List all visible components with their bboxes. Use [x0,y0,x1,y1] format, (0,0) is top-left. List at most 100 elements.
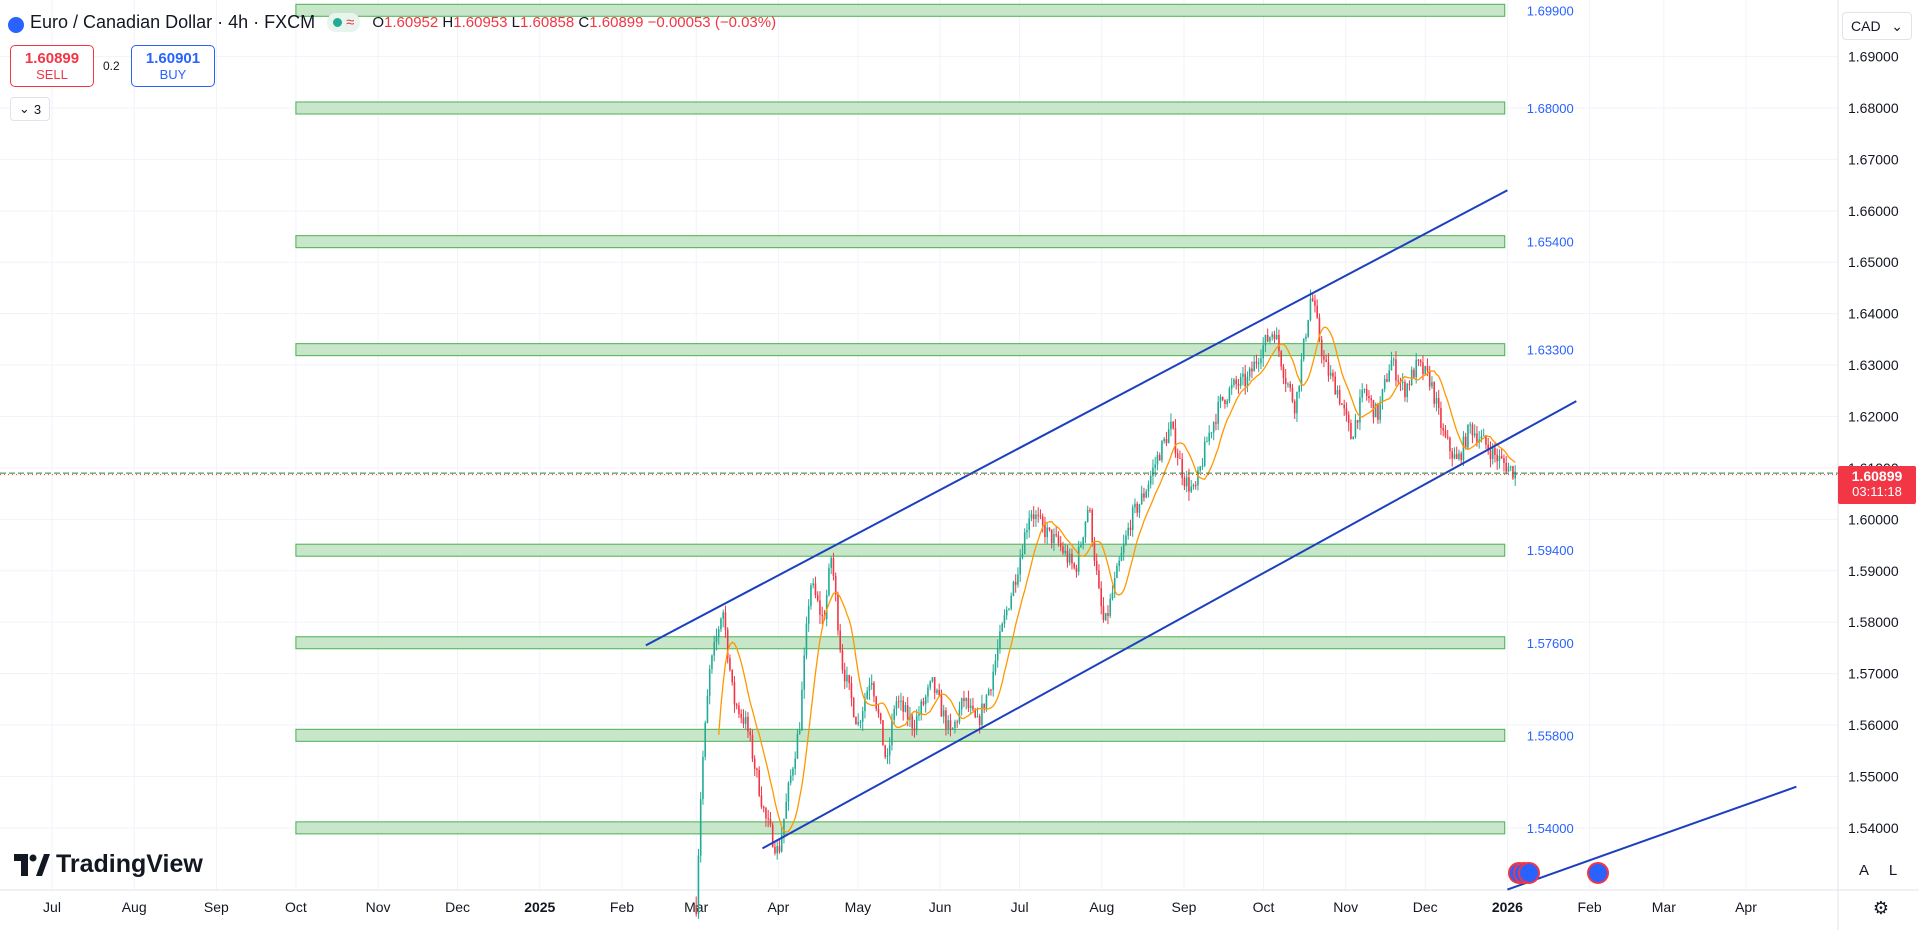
candle-body [1264,335,1267,346]
candle-body [1417,359,1420,361]
candle-body [1487,444,1489,451]
candle-body [733,682,736,705]
candle-body [1246,376,1249,387]
candle-body [985,695,988,709]
candle-body [1003,615,1006,624]
candle-body [911,715,913,729]
candle-body [1368,396,1370,399]
candle-body [749,731,751,736]
candle-body [1044,524,1046,538]
candle-body [1440,407,1442,429]
candle-body [1309,298,1312,321]
trendline-channel-upper[interactable] [645,189,1508,647]
candle-body [1336,389,1339,395]
trendline-channel-lower[interactable] [761,400,1577,850]
candle-body [1509,466,1512,468]
candle-body [1363,389,1366,391]
market-status-pill[interactable]: ≈ [327,13,361,32]
candle-body [1347,414,1350,424]
time-tick-label: Jun [929,899,952,915]
candle-body [904,705,907,712]
candle-body [758,770,760,796]
candle-body [1453,454,1456,459]
candle-body [1271,334,1273,338]
candle-body [1473,433,1476,436]
candle-body [1161,441,1163,461]
candle-body [933,677,936,693]
candle-body [1390,360,1393,371]
candle-body [1125,535,1127,544]
auto-scale-button[interactable]: A [1858,862,1869,879]
candle-body [1278,334,1280,352]
candle-body [1028,518,1030,531]
candle-body [1514,471,1516,479]
trendline-lower-extension[interactable] [1507,785,1797,891]
candle-body [1147,484,1150,492]
tradingview-logo[interactable]: TradingView [14,850,203,879]
candle-body [1449,437,1451,452]
candle-body [1397,380,1399,382]
candle-body [769,819,772,825]
candle-body [1388,370,1390,382]
candle-body [1077,546,1080,572]
candle-body [1053,534,1055,544]
symbol-title[interactable]: Euro / Canadian Dollar · 4h · FXCM [30,12,316,32]
support-resistance-zone[interactable] [295,821,1506,835]
support-resistance-zone[interactable] [295,101,1506,115]
support-resistance-zone[interactable] [295,343,1506,357]
candle-body [1219,396,1222,402]
candle-body [1158,455,1161,461]
candle-body [1507,466,1510,472]
log-scale-button[interactable]: L [1888,862,1898,879]
candle-body [1019,557,1021,575]
candle-body [927,687,929,697]
candle-body [1082,537,1084,545]
support-resistance-zone[interactable] [295,543,1506,557]
candle-body [1282,366,1285,378]
zone-label: 1.63300 [1527,343,1574,358]
support-resistance-zone[interactable] [295,636,1506,650]
time-tick-label: Nov [1333,899,1358,915]
buy-label: BUY [159,67,187,82]
candle-body [789,775,792,783]
candle-body [1102,606,1105,621]
zone-label: 1.57600 [1527,636,1574,651]
time-tick-label: Sep [204,899,229,915]
candle-body [717,629,720,637]
price-tick-label: 1.55000 [1848,768,1899,784]
candle-body [1233,379,1235,385]
candle-body [855,717,857,725]
candle-body [1406,383,1408,398]
gear-icon[interactable]: ⚙ [1872,898,1890,918]
sell-button[interactable]: 1.60899 SELL [10,45,94,87]
candle-body [1107,613,1109,616]
symbol-legend: Euro / Canadian Dollar · 4h · FXCM ≈ O1.… [8,12,776,33]
candle-body [1424,366,1426,375]
candle-body [1320,339,1323,357]
candle-body [843,669,846,682]
candle-body [987,689,990,696]
buy-button[interactable]: 1.60901 BUY [131,45,215,87]
candle-body [1131,507,1134,530]
candle-body [1437,397,1440,408]
economic-event-icon[interactable] [1518,862,1540,884]
candle-body [810,585,812,606]
candle-body [969,705,972,709]
indicators-toggle-button[interactable]: ⌄ 3 [10,97,50,121]
price-tick-label: 1.65000 [1848,254,1899,270]
support-resistance-zone[interactable] [295,3,1506,17]
candle-body [1476,433,1478,443]
currency-select[interactable]: CAD ⌄ [1842,12,1912,40]
candle-body [1086,509,1089,522]
support-resistance-zone[interactable] [295,728,1506,742]
candle-body [1005,609,1008,616]
candle-body [1311,298,1314,301]
candle-body [1482,435,1485,437]
support-resistance-zone[interactable] [295,235,1506,249]
candle-body [1203,441,1206,466]
economic-event-icon[interactable] [1587,862,1609,884]
candle-body [1041,516,1044,525]
candle-body [1073,563,1075,568]
candle-body [1462,436,1465,461]
